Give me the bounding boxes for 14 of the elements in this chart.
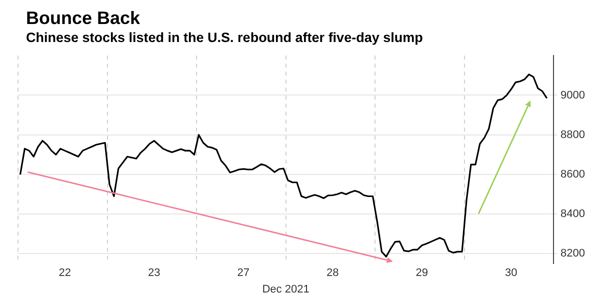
x-tick-label: 28: [326, 267, 339, 280]
x-tick-label: 27: [237, 267, 250, 280]
y-tick-label: 8200: [560, 248, 586, 260]
chart-title: Bounce Back: [26, 8, 142, 29]
x-tick-label: 29: [416, 267, 428, 280]
chart-subtitle: Chinese stocks listed in the U.S. rebound after five-day slump: [26, 29, 424, 46]
x-tick-label: 30: [505, 267, 518, 280]
x-tick-label: 22: [58, 267, 71, 280]
y-tick-label: 8600: [560, 168, 586, 180]
y-tick-label: 8400: [560, 208, 586, 220]
y-tick-label: 9000: [560, 89, 586, 102]
x-axis-title: Dec 2021: [262, 283, 310, 296]
y-tick-label: 8800: [560, 128, 586, 141]
x-tick-label: 23: [148, 267, 160, 280]
